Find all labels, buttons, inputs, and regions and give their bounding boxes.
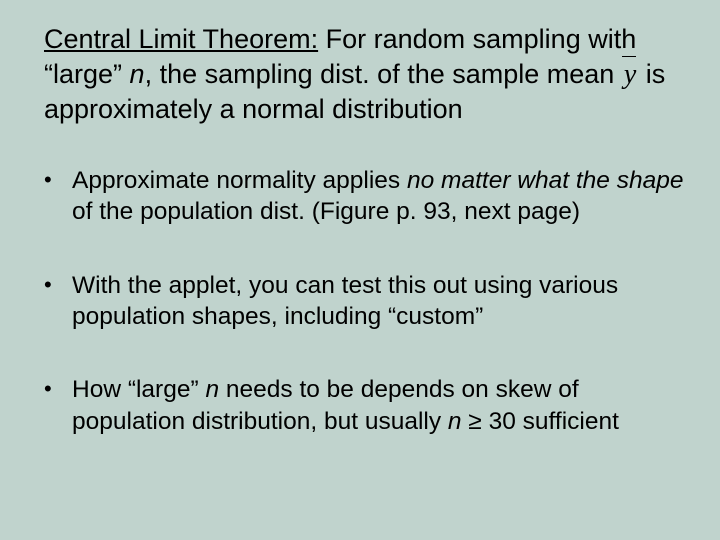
bullet-em: n <box>448 408 462 435</box>
bullet-text: ≥ 30 sufficient <box>462 408 619 435</box>
bullet-text: Approximate normality applies <box>72 167 407 194</box>
list-item: How “large” n needs to be depends on ske… <box>42 374 684 437</box>
heading-text-2: , the sampling dist. of the sample mean <box>145 59 622 89</box>
bullet-em: no matter what the shape <box>407 167 683 194</box>
bullet-list: Approximate normality applies no matter … <box>36 165 684 437</box>
ybar-symbol: y <box>622 57 638 93</box>
list-item: With the applet, you can test this out u… <box>42 270 684 333</box>
list-item: Approximate normality applies no matter … <box>42 165 684 228</box>
ybar-letter: y <box>624 59 636 90</box>
heading-title: Central Limit Theorem: <box>44 24 318 54</box>
bullet-text: of the population dist. (Figure p. 93, n… <box>72 198 580 225</box>
heading-n: n <box>130 59 145 89</box>
bullet-text: How “large” <box>72 376 205 403</box>
bullet-text: With the applet, you can test this out u… <box>72 272 618 330</box>
bullet-em: n <box>205 376 219 403</box>
slide-heading: Central Limit Theorem: For random sampli… <box>44 22 684 127</box>
